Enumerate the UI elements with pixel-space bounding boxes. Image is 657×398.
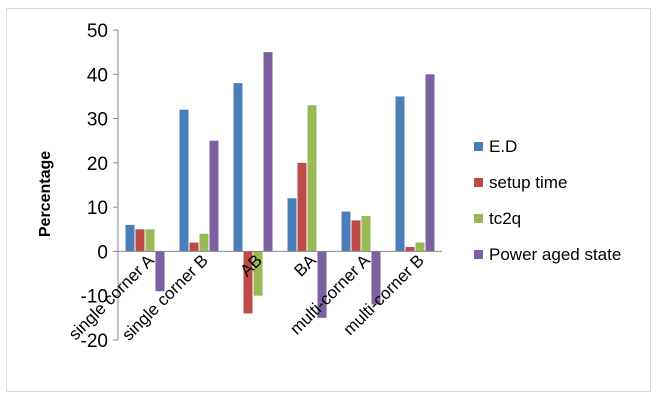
bar-tc2q-2	[253, 251, 263, 296]
bar-tc2q-1	[199, 233, 209, 252]
legend-swatch	[474, 214, 483, 223]
y-tick-label: 10	[87, 198, 108, 219]
bar-setup-time-4	[351, 220, 361, 252]
legend-label: E.D	[489, 137, 517, 156]
axes-layer	[117, 30, 442, 340]
bar-e-d-3	[287, 198, 297, 252]
bar-power-aged-state-5	[425, 74, 435, 252]
category-label: BA	[290, 250, 320, 280]
y-tick-label: 20	[87, 154, 108, 175]
legend: E.D setup time tc2q Power aged state	[474, 137, 621, 264]
y-tick-label: -10	[81, 287, 108, 308]
legend-label: Power aged state	[489, 245, 621, 264]
bar-power-aged-state-1	[209, 140, 219, 252]
legend-swatch	[474, 142, 483, 151]
bar-e-d-5	[395, 96, 405, 252]
bar-tc2q-5	[415, 242, 425, 252]
bar-e-d-0	[125, 224, 135, 252]
y-tick-label: 50	[87, 21, 108, 42]
chart-frame	[6, 8, 651, 392]
legend-swatch	[474, 250, 483, 259]
y-ticks: -20 -10 0 10 20 30 40 50	[81, 21, 118, 352]
y-tick-label: 0	[97, 242, 108, 263]
bar-power-aged-state-0	[155, 251, 165, 292]
bar-tc2q-4	[361, 216, 371, 252]
bar-power-aged-state-4	[371, 251, 381, 305]
bar-tc2q-3	[307, 105, 317, 252]
y-tick-label: -20	[81, 331, 108, 352]
bars-layer	[125, 52, 435, 318]
y-axis-title: Percentage	[37, 151, 54, 237]
y-tick-label: 40	[87, 65, 108, 86]
bar-power-aged-state-2	[263, 52, 273, 252]
bar-power-aged-state-3	[317, 251, 327, 318]
legend-label: tc2q	[489, 209, 521, 228]
bar-tc2q-0	[145, 229, 155, 252]
bar-setup-time-3	[297, 162, 307, 252]
bar-setup-time-5	[405, 247, 415, 252]
legend-swatch	[474, 178, 483, 187]
bar-e-d-1	[179, 109, 189, 252]
legend-label: setup time	[489, 173, 567, 192]
bar-setup-time-2	[243, 251, 253, 314]
bar-e-d-4	[341, 211, 351, 252]
bar-setup-time-1	[189, 242, 199, 252]
y-tick-label: 30	[87, 110, 108, 131]
bar-setup-time-0	[135, 229, 145, 252]
bar-e-d-2	[233, 83, 243, 252]
